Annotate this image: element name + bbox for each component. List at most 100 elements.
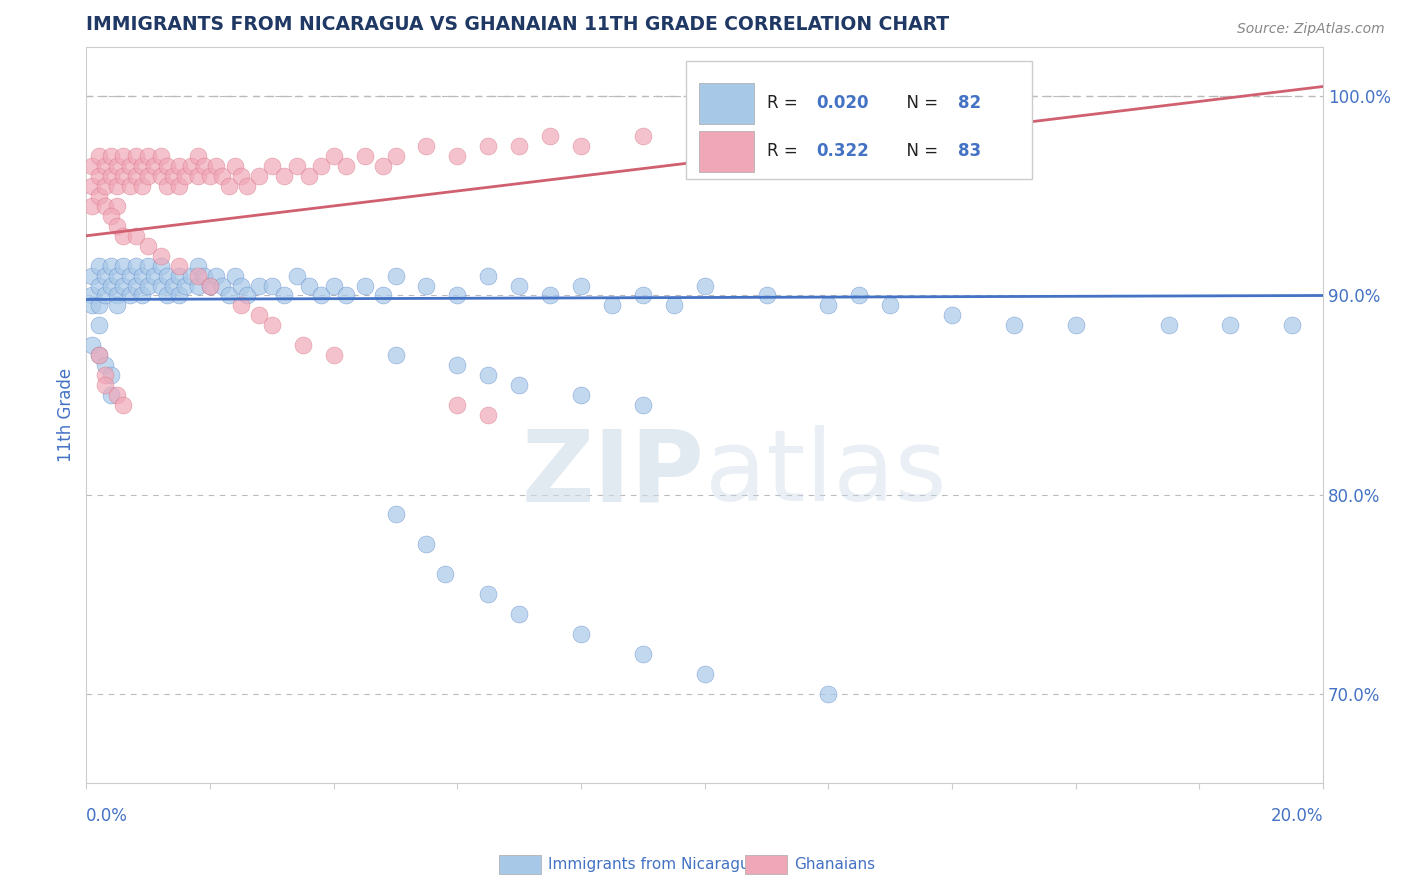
Point (136, 259, 159, 273)
Text: N =: N = (897, 142, 943, 161)
Point (187, 149, 209, 163)
Point (384, 508, 406, 522)
Text: 20.0%: 20.0% (1271, 807, 1323, 825)
Point (100, 169, 122, 183)
Point (198, 169, 221, 183)
Point (167, 179, 190, 194)
Point (105, 159, 128, 173)
Point (193, 268, 215, 283)
Point (82, 288, 104, 302)
Point (82, 268, 104, 283)
Point (94, 268, 117, 283)
Point (205, 159, 228, 173)
Point (941, 309, 963, 323)
Text: ZIP: ZIP (522, 425, 704, 523)
Point (569, 278, 592, 293)
Y-axis label: 11th Grade: 11th Grade (58, 368, 75, 462)
Text: Source: ZipAtlas.com: Source: ZipAtlas.com (1237, 22, 1385, 37)
Point (131, 179, 153, 194)
Point (260, 159, 283, 173)
Point (156, 288, 179, 302)
Point (477, 268, 499, 283)
Point (631, 647, 654, 661)
Point (433, 567, 456, 582)
Point (162, 169, 184, 183)
Point (87, 348, 110, 362)
Point (174, 278, 197, 293)
Point (100, 259, 122, 273)
Point (105, 388, 128, 402)
Point (249, 278, 271, 293)
Point (112, 169, 135, 183)
Point (143, 159, 166, 173)
Point (87, 259, 110, 273)
Point (162, 278, 184, 293)
Point (508, 378, 530, 392)
Point (87, 169, 110, 183)
Point (249, 309, 271, 323)
Point (1281, 318, 1303, 333)
Point (755, 288, 778, 302)
Point (446, 288, 468, 302)
Text: 82: 82 (959, 95, 981, 112)
Point (446, 398, 468, 412)
Point (415, 278, 437, 293)
Point (229, 298, 252, 312)
Point (477, 139, 499, 153)
Point (187, 278, 209, 293)
Point (260, 278, 283, 293)
Point (156, 159, 179, 173)
Point (477, 408, 499, 422)
Text: N =: N = (897, 95, 943, 112)
Point (118, 159, 141, 173)
Point (105, 219, 128, 233)
FancyBboxPatch shape (699, 131, 754, 172)
Point (167, 159, 190, 173)
Point (94, 368, 117, 383)
Point (136, 149, 159, 163)
Point (136, 169, 159, 183)
Point (82, 338, 104, 352)
Point (87, 348, 110, 362)
Point (273, 169, 295, 183)
Point (285, 159, 308, 173)
Point (229, 169, 252, 183)
Point (100, 149, 122, 163)
Point (477, 587, 499, 601)
Point (156, 179, 179, 194)
Point (569, 388, 592, 402)
Point (131, 159, 153, 173)
Point (82, 298, 104, 312)
Text: 0.020: 0.020 (815, 95, 869, 112)
Point (100, 388, 122, 402)
Point (149, 278, 172, 293)
Point (94, 378, 117, 392)
Point (415, 537, 437, 551)
Point (600, 298, 623, 312)
Point (371, 288, 394, 302)
Point (87, 189, 110, 203)
Point (260, 318, 283, 333)
Point (371, 159, 394, 173)
Point (236, 179, 259, 194)
Text: R =: R = (766, 95, 803, 112)
Point (693, 278, 716, 293)
Point (848, 288, 870, 302)
Point (755, 109, 778, 123)
Point (105, 179, 128, 194)
Point (105, 199, 128, 213)
Point (817, 298, 839, 312)
Point (205, 268, 228, 283)
Point (125, 149, 148, 163)
Text: Ghanaians: Ghanaians (794, 857, 876, 871)
Point (118, 288, 141, 302)
Point (322, 278, 344, 293)
Point (105, 298, 128, 312)
Point (187, 259, 209, 273)
Point (631, 398, 654, 412)
Point (82, 199, 104, 213)
Point (693, 666, 716, 681)
Point (87, 298, 110, 312)
Point (508, 607, 530, 621)
Text: 0.322: 0.322 (815, 142, 869, 161)
